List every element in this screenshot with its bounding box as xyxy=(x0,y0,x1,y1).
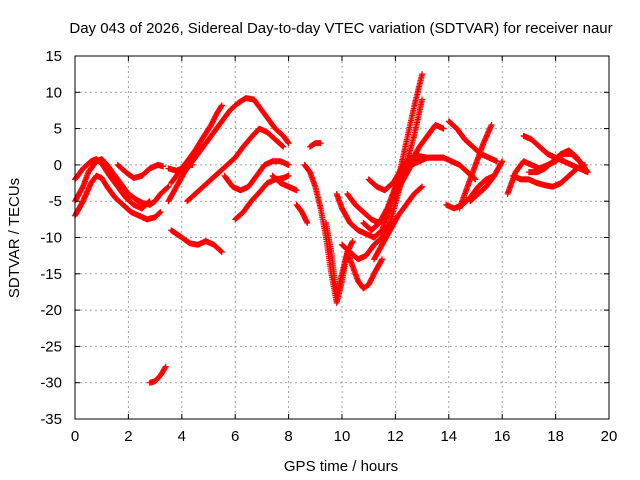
y-tick-label: -35 xyxy=(40,411,62,428)
data-point xyxy=(164,184,171,191)
y-tick-label: -5 xyxy=(49,193,62,210)
data-point xyxy=(419,183,426,190)
data-point xyxy=(162,363,169,370)
series-arc32 xyxy=(146,363,169,386)
chart-title: Day 043 of 2026, Sidereal Day-to-day VTE… xyxy=(69,20,612,37)
data-point xyxy=(581,165,588,172)
data-point xyxy=(493,158,500,165)
data-point xyxy=(160,163,167,170)
x-tick-label: 12 xyxy=(387,428,404,445)
data-point xyxy=(349,238,356,245)
data-point xyxy=(419,71,426,78)
data-point xyxy=(379,256,386,263)
series-arc13 xyxy=(293,201,311,226)
data-point xyxy=(584,169,591,176)
data-point xyxy=(189,161,196,168)
series-arc31 xyxy=(525,147,588,176)
x-tick-label: 16 xyxy=(494,428,511,445)
data-point xyxy=(419,96,426,103)
x-tick-label: 0 xyxy=(71,428,79,445)
data-point xyxy=(581,164,588,171)
data-point xyxy=(218,103,225,110)
y-tick-label: -25 xyxy=(40,338,62,355)
y-tick-label: -10 xyxy=(40,230,62,247)
series-arc26 xyxy=(456,121,495,212)
data-point xyxy=(285,172,292,179)
series-arc7 xyxy=(168,102,225,187)
x-tick-label: 4 xyxy=(178,428,186,445)
series-arc10 xyxy=(221,158,292,194)
grid-layer xyxy=(75,56,609,419)
data-point xyxy=(279,143,286,150)
data-point xyxy=(293,187,300,194)
y-tick-label: -15 xyxy=(40,266,62,283)
y-tick-label: 0 xyxy=(54,157,62,174)
x-tick-label: 6 xyxy=(231,428,239,445)
x-tick-label: 10 xyxy=(334,428,351,445)
data-point xyxy=(156,209,163,216)
series-arc27 xyxy=(467,158,506,205)
series-arc14 xyxy=(306,140,324,150)
y-tick-label: 15 xyxy=(45,48,62,65)
series-arc8 xyxy=(168,227,225,256)
data-point xyxy=(218,102,225,109)
y-tick-label: 5 xyxy=(54,121,62,138)
x-tick-label: 20 xyxy=(601,428,618,445)
tick-layer: 0 2 4 6 8 10 12 14 16 18 20 -35 -30 -25 -20 -15 -10 -5 0 5 1… xyxy=(40,48,617,445)
data-point xyxy=(317,140,324,147)
data-point xyxy=(280,143,287,150)
data-point xyxy=(165,183,172,190)
data-point xyxy=(285,161,292,168)
series-arc16 xyxy=(322,219,386,299)
x-axis-label: GPS time / hours xyxy=(284,458,398,475)
x-tick-label: 8 xyxy=(284,428,292,445)
data-point xyxy=(218,248,225,255)
y-tick-label: -30 xyxy=(40,375,62,392)
data-point xyxy=(488,121,495,128)
series-arc12 xyxy=(269,172,300,194)
data-point xyxy=(285,140,292,147)
series-arc11 xyxy=(232,172,292,223)
data-point xyxy=(418,184,425,191)
series-arc5 xyxy=(165,95,292,205)
data-point xyxy=(499,158,506,165)
y-axis-label: SDTVAR / TECUs xyxy=(6,178,23,298)
x-tick-label: 14 xyxy=(440,428,457,445)
y-tick-label: -20 xyxy=(40,302,62,319)
data-point xyxy=(284,139,291,146)
data-point xyxy=(157,209,164,216)
data-point xyxy=(218,249,225,256)
series-arc22 xyxy=(371,183,426,263)
data-point xyxy=(162,364,169,371)
data-layer xyxy=(72,71,591,386)
y-tick-label: 10 xyxy=(45,84,62,101)
data-point xyxy=(472,176,479,183)
x-tick-label: 2 xyxy=(124,428,132,445)
data-point xyxy=(304,219,311,226)
series-arc9 xyxy=(184,125,287,205)
series-arc30 xyxy=(509,161,588,190)
data-point xyxy=(440,125,447,132)
x-tick-label: 18 xyxy=(547,428,564,445)
series-arc4 xyxy=(114,161,167,181)
